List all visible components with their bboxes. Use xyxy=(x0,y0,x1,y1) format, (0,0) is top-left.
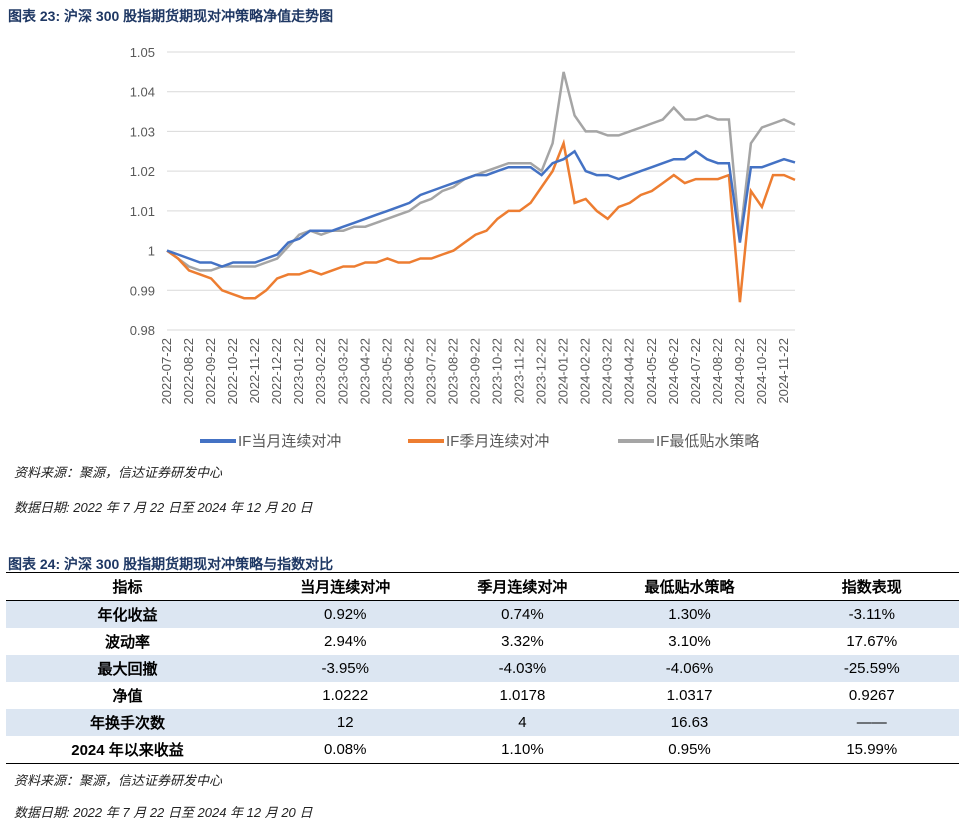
table-cell: 12 xyxy=(249,709,442,736)
date-note: 数据日期: 2022 年 7 月 22 日至 2024 年 12 月 20 日 xyxy=(14,500,313,515)
y-tick-label: 1.03 xyxy=(130,124,155,139)
table-cell: 16.63 xyxy=(603,709,776,736)
table-cell: 17.67% xyxy=(846,633,898,650)
table-row: 年化收益 0.92% 0.74% 1.30% -3.11% xyxy=(6,600,959,628)
x-tick-label: 2023-09-22 xyxy=(467,338,482,405)
table-cell: -4.06% xyxy=(603,655,776,682)
y-tick-label: 0.98 xyxy=(130,323,155,338)
y-tick-label: 0.99 xyxy=(130,283,155,298)
table-cell: —— xyxy=(775,709,959,736)
table-cell: 2.94% xyxy=(323,633,367,650)
date-note: 数据日期: 2022 年 7 月 22 日至 2024 年 12 月 20 日 xyxy=(14,805,313,820)
x-tick-label: 2023-11-22 xyxy=(512,338,527,404)
column-header: 指数表现 xyxy=(775,572,959,601)
x-tick-label: 2023-10-22 xyxy=(490,338,505,405)
table-title: 图表 24: 沪深 300 股指期货期现对冲策略与指数对比 xyxy=(8,556,334,572)
y-tick-label: 1.05 xyxy=(130,45,155,60)
table-row: 2024 年以来收益 0.08% 1.10% 0.95% 15.99% xyxy=(6,736,959,764)
table-cell: 1.0317 xyxy=(666,687,713,704)
x-tick-label: 2024-04-22 xyxy=(622,338,637,405)
table-cell: 2024 年以来收益 xyxy=(6,736,250,764)
table-cell: -3.11% xyxy=(775,600,959,628)
table-cell: 15.99% xyxy=(775,736,959,764)
table-cell: 0.74% xyxy=(441,600,604,628)
x-tick-label: 2022-10-22 xyxy=(225,338,240,405)
table-cell: 1.10% xyxy=(441,736,604,764)
legend-label: IF最低贴水策略 xyxy=(656,433,759,450)
table-cell: 1.0178 xyxy=(499,687,546,704)
x-tick-label: 2024-03-22 xyxy=(600,338,615,405)
x-tick-label: 2024-11-22 xyxy=(776,338,791,404)
x-tick-label: 2024-10-22 xyxy=(754,338,769,405)
table-cell: 3.10% xyxy=(668,633,711,650)
x-tick-label: 2023-03-22 xyxy=(335,338,350,405)
x-tick-label: 2024-08-22 xyxy=(710,338,725,405)
table-cell: 0.92% xyxy=(249,600,442,628)
x-tick-label: 2022-12-22 xyxy=(269,338,284,405)
line xyxy=(166,138,796,303)
x-tick-label: 2024-01-22 xyxy=(556,338,571,405)
table-cell: -4.03% xyxy=(441,655,604,682)
x-tick-label: 2022-09-22 xyxy=(203,338,218,405)
table-cell: 4 xyxy=(441,709,604,736)
column-header: 指标 xyxy=(6,572,250,601)
table-cell: -25.59% xyxy=(775,655,959,682)
line xyxy=(166,71,796,272)
legend-label: IF当月连续对冲 xyxy=(238,433,341,450)
source-note: 资料来源：聚源，信达证券研发中心 xyxy=(14,465,223,480)
y-tick-label: 1.01 xyxy=(130,204,155,219)
x-tick-label: 2023-01-22 xyxy=(291,338,306,405)
column-header: 当月连续对冲 xyxy=(249,572,442,601)
table-cell: 3.32% xyxy=(501,633,544,650)
figure-title: 图表 23: 沪深 300 股指期货期现对冲策略净值走势图 xyxy=(8,8,334,24)
x-tick-label: 2022-08-22 xyxy=(181,338,196,405)
table: 指标 当月连续对冲 季月连续对冲 最低贴水策略 指数表现 年化收益 0.92% 0.74% 1.… xyxy=(6,572,959,764)
x-tick-label: 2022-11-22 xyxy=(247,338,262,404)
table-cell: 0.95% xyxy=(603,736,776,764)
x-tick-label: 2024-06-22 xyxy=(666,338,681,405)
x-tick-label: 2022-07-22 xyxy=(159,338,174,405)
line xyxy=(166,149,796,268)
column-header: 最低贴水策略 xyxy=(603,572,776,601)
column-header: 季月连续对冲 xyxy=(441,572,604,601)
x-tick-label: 2024-05-22 xyxy=(644,338,659,405)
x-tick-label: 2024-07-22 xyxy=(688,338,703,405)
x-tick-label: 2024-02-22 xyxy=(578,338,593,405)
x-tick-label: 2024-09-22 xyxy=(732,338,747,405)
table-cell: 年换手次数 xyxy=(6,709,250,736)
x-tick-label: 2023-04-22 xyxy=(357,338,372,405)
source-note: 资料来源：聚源，信达证券研发中心 xyxy=(14,773,223,788)
x-tick-label: 2023-07-22 xyxy=(423,338,438,405)
y-tick-label: 1.04 xyxy=(130,85,155,100)
chart: 0.98 0.99 1 1.01 1.02 1.03 1.04 1.05 2022-07-22 2… xyxy=(130,45,796,450)
x-tick-label: 2023-12-22 xyxy=(534,338,549,405)
table-row: 波动率 2.94% 3.32% 3.10% 17.67% xyxy=(6,628,959,655)
x-tick-label: 2023-06-22 xyxy=(401,338,416,405)
table-cell: 0.9267 xyxy=(848,687,895,704)
table-cell: 0.08% xyxy=(249,736,442,764)
x-tick-label: 2023-05-22 xyxy=(379,338,394,405)
table-row: 年换手次数 12 4 16.63 —— xyxy=(6,709,959,736)
table-cell: 年化收益 xyxy=(6,600,250,628)
y-tick-label: 1 xyxy=(148,244,155,259)
table-row: 最大回撤 -3.95% -4.03% -4.06% -25.59% xyxy=(6,655,959,682)
x-tick-label: 2023-08-22 xyxy=(445,338,460,405)
table-header: 指标 当月连续对冲 季月连续对冲 最低贴水策略 指数表现 xyxy=(6,572,959,601)
table-cell: 波动率 xyxy=(105,634,151,651)
table-cell: 1.0222 xyxy=(322,687,369,704)
table-row: 净值 1.0222 1.0178 1.0317 0.9267 xyxy=(6,682,959,709)
table-cell: -3.95% xyxy=(249,655,442,682)
table-cell: 最大回撤 xyxy=(6,655,250,682)
table-cell: 净值 xyxy=(112,688,143,705)
x-tick-label: 2023-02-22 xyxy=(313,338,328,405)
legend-label: IF季月连续对冲 xyxy=(446,433,549,450)
y-tick-label: 1.02 xyxy=(130,164,155,179)
table-cell: 1.30% xyxy=(603,600,776,628)
